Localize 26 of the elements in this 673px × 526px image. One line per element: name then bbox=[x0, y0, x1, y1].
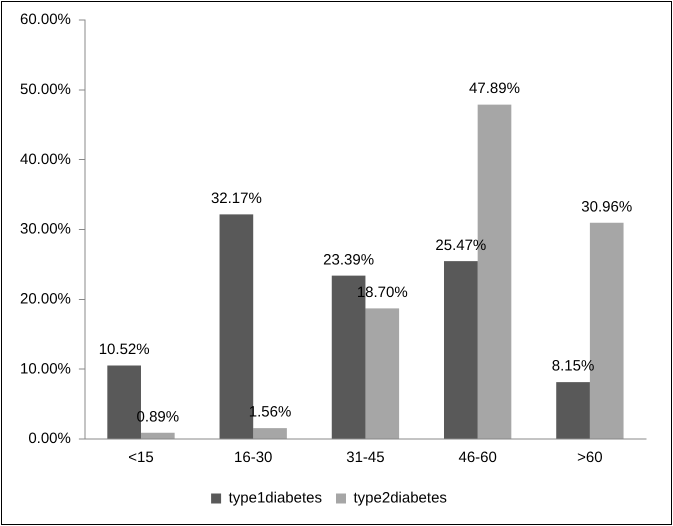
data-label: 32.17% bbox=[210, 190, 262, 207]
bar bbox=[556, 382, 590, 438]
y-tick-label: 20.00% bbox=[20, 290, 71, 308]
legend-label: type1diabetes bbox=[228, 490, 322, 507]
bar bbox=[140, 432, 175, 438]
data-label: 23.39% bbox=[323, 251, 374, 268]
y-tick-label: 10.00% bbox=[20, 360, 71, 378]
x-tick-label: 16-30 bbox=[234, 449, 272, 466]
y-tick-label: 60.00% bbox=[20, 11, 71, 28]
bar bbox=[365, 308, 400, 438]
data-label: 30.96% bbox=[581, 198, 632, 216]
y-tick-label: 0.00% bbox=[28, 430, 71, 448]
data-label: 8.15% bbox=[552, 358, 594, 375]
data-label: 47.89% bbox=[469, 80, 520, 98]
y-tick-label: 30.00% bbox=[20, 220, 71, 238]
bar bbox=[444, 261, 478, 438]
legend-label: type2diabetes bbox=[354, 490, 447, 507]
x-tick-label: <15 bbox=[128, 449, 154, 466]
data-label: 10.52% bbox=[98, 341, 150, 358]
data-label: 25.47% bbox=[435, 236, 486, 254]
x-tick-label: >60 bbox=[577, 449, 603, 466]
bar bbox=[253, 428, 287, 438]
y-tick-label: 40.00% bbox=[20, 150, 71, 168]
x-tick-label: 31-45 bbox=[346, 449, 385, 466]
y-tick-label: 50.00% bbox=[20, 80, 71, 98]
x-tick-label: 46-60 bbox=[458, 449, 497, 466]
